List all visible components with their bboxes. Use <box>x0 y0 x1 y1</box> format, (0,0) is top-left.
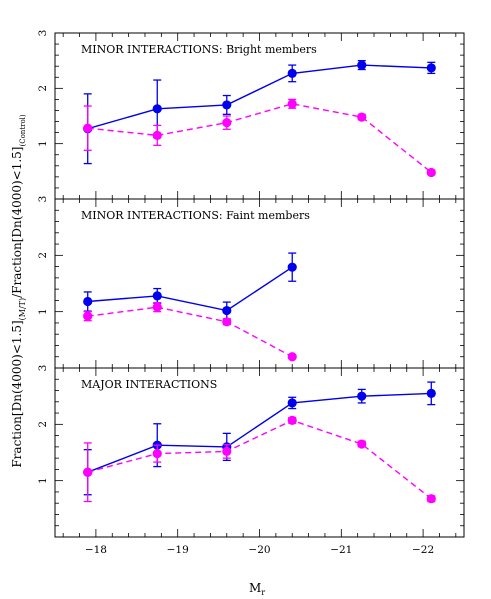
series-line <box>87 64 432 130</box>
y-tick-label: 3 <box>37 365 49 372</box>
data-point <box>426 63 436 73</box>
series-1 <box>83 381 436 496</box>
panel-frame <box>54 32 465 200</box>
series-line <box>87 419 432 500</box>
data-point <box>357 439 367 449</box>
data-point <box>83 296 93 307</box>
x-tick-label: −21 <box>330 544 352 556</box>
data-point <box>152 104 162 114</box>
x-axis-label: Mr <box>249 581 265 597</box>
data-point <box>222 305 232 316</box>
y-tick-label: 1 <box>37 140 49 147</box>
y-tick-label: 2 <box>37 85 49 92</box>
panel-title: MINOR INTERACTIONS: Faint members <box>81 209 310 222</box>
data-point <box>357 60 367 70</box>
y-axis-label-subscript-2: (Control) <box>19 114 27 146</box>
y-axis-label-subscript-1: (M/T) <box>18 298 27 320</box>
panel-title: MAJOR INTERACTIONS <box>81 378 217 391</box>
data-point <box>152 302 162 312</box>
data-point <box>152 130 162 140</box>
data-point <box>222 100 232 110</box>
data-point <box>152 291 162 301</box>
panel-title: MINOR INTERACTIONS: Bright members <box>81 43 317 56</box>
panel-2: 1 2 3 MINOR INTERACTIONS: Faint members <box>37 196 465 369</box>
x-tick-label: −19 <box>167 544 189 556</box>
data-point <box>83 311 93 321</box>
data-point <box>83 123 93 133</box>
data-point <box>287 415 297 425</box>
data-point <box>222 118 232 128</box>
x-axis-label-subscript: r <box>261 588 265 597</box>
x-tick-label: −22 <box>412 544 434 556</box>
y-axis-label: Fraction[Dn(4000)<1.5](M/T)/Fraction[Dn(… <box>10 114 27 468</box>
series-line <box>87 266 293 312</box>
y-tick-label: 1 <box>37 308 49 315</box>
series-line <box>87 392 432 473</box>
series-1 <box>83 60 436 165</box>
chart-panels: 1 2 3 MINOR INTERACTIONS: Bright members 1 2 3… <box>37 30 465 538</box>
panel-frame <box>54 198 465 369</box>
data-point <box>287 352 297 362</box>
x-axis-label-main: M <box>249 581 261 595</box>
data-point <box>152 449 162 459</box>
x-tick-label: −18 <box>85 544 107 556</box>
data-point <box>357 112 367 122</box>
y-tick-label: 1 <box>37 477 49 484</box>
series-2 <box>83 302 297 362</box>
data-point <box>426 388 436 398</box>
x-axis: −18 −19 −20 −21 −22 <box>85 544 434 556</box>
data-point <box>222 317 232 327</box>
series-1 <box>83 252 297 320</box>
data-point <box>357 391 367 401</box>
data-point <box>426 167 436 178</box>
y-tick-label: 2 <box>37 252 49 259</box>
data-point <box>287 99 297 109</box>
y-tick-label: 2 <box>37 421 49 428</box>
series-2 <box>83 98 436 178</box>
panel-3: 1 2 3 MAJOR INTERACTIONS <box>37 365 465 538</box>
data-point <box>287 262 297 272</box>
panel-frame <box>54 367 465 538</box>
x-tick-label: −20 <box>248 544 270 556</box>
y-tick-label: 3 <box>37 196 49 203</box>
y-tick-label: 3 <box>37 30 49 37</box>
data-point <box>287 68 297 78</box>
series-line <box>87 306 293 358</box>
series-line <box>87 103 432 173</box>
y-axis-label-part-2: /Fraction[Dn(4000)<1.5] <box>10 147 24 298</box>
data-point <box>426 494 436 504</box>
y-axis-label-part-1: Fraction[Dn(4000)<1.5] <box>10 320 24 467</box>
data-point <box>222 446 232 456</box>
data-point <box>287 398 297 408</box>
panel-1: 1 2 3 MINOR INTERACTIONS: Bright members <box>37 30 465 200</box>
data-point <box>83 467 93 477</box>
series-2 <box>83 415 436 504</box>
